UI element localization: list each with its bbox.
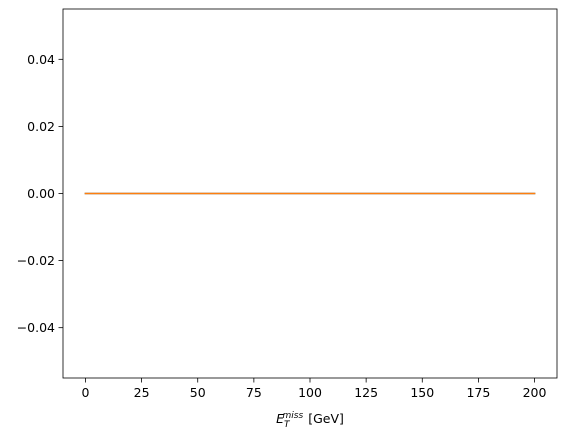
x-tick-label: 50: [190, 385, 206, 400]
x-tick-label: 0: [81, 385, 89, 400]
x-axis: 0 25 50 75 100 125 150 175 200: [81, 378, 547, 400]
y-axis: −0.04 −0.02 0.00 0.02 0.04: [17, 52, 63, 335]
x-axis-label-superscript: miss: [283, 411, 304, 421]
x-axis-label-symbol: E: [276, 411, 284, 426]
x-tick-label: 175: [466, 385, 490, 400]
x-axis-label-subscript: T: [284, 420, 291, 430]
x-tick-label: 75: [246, 385, 262, 400]
x-axis-label-unit: [GeV]: [308, 411, 344, 426]
y-tick-label: −0.04: [17, 320, 55, 335]
y-tick-label: −0.02: [17, 253, 55, 268]
y-tick-label: 0.02: [27, 119, 55, 134]
y-tick-label: 0.00: [27, 186, 55, 201]
x-tick-label: 125: [354, 385, 378, 400]
y-tick-label: 0.04: [27, 52, 55, 67]
x-tick-label: 200: [523, 385, 547, 400]
x-tick-label: 150: [410, 385, 434, 400]
x-tick-label: 25: [134, 385, 150, 400]
x-axis-label: ETmiss [GeV]: [276, 411, 344, 430]
x-tick-label: 100: [298, 385, 322, 400]
